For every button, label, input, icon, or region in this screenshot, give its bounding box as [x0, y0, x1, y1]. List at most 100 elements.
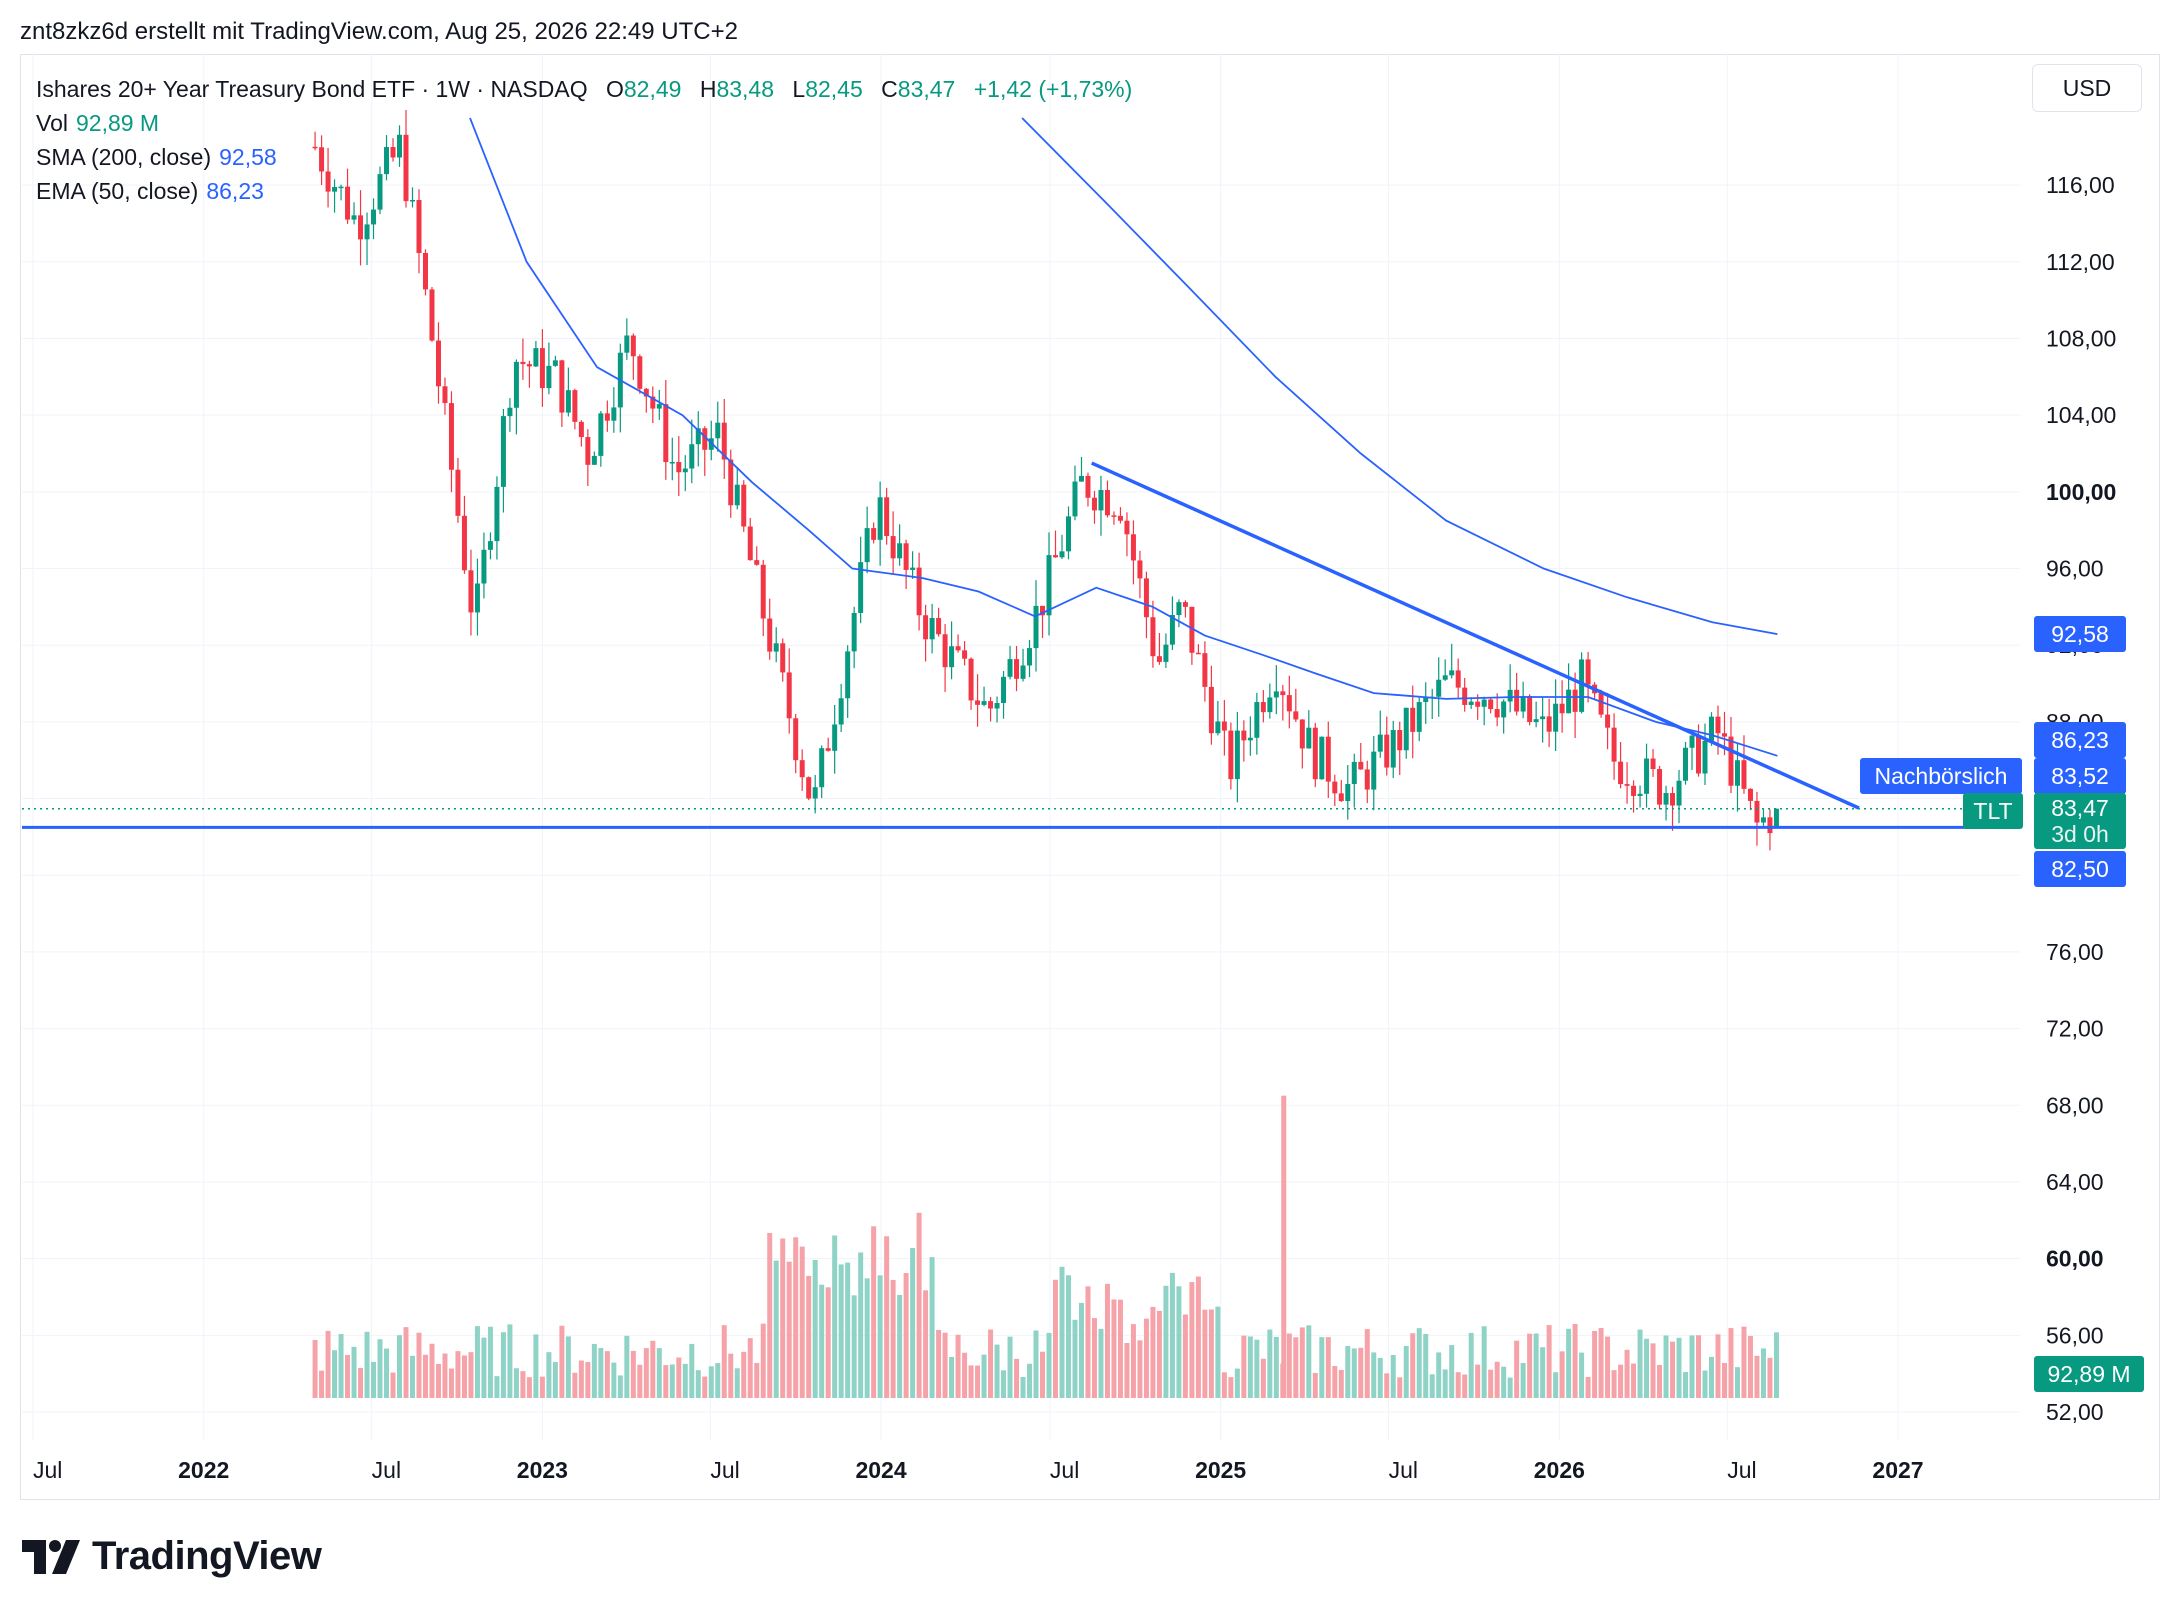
candle-body [1618, 761, 1624, 785]
volume-tag: 92,89 M [2034, 1356, 2144, 1392]
candle-body [1345, 783, 1351, 802]
currency-button[interactable]: USD [2032, 64, 2142, 112]
volume-bar [1702, 1370, 1708, 1398]
candle-body [1299, 719, 1305, 749]
volume-bar [799, 1246, 805, 1398]
candle-body [747, 526, 753, 561]
candle-body [1657, 769, 1663, 805]
candle-body [923, 615, 929, 640]
volume-bar [968, 1365, 974, 1398]
x-tick-label: 2023 [517, 1457, 568, 1483]
volume-bar [371, 1361, 377, 1398]
candle-body [910, 567, 916, 570]
legend-ema-row[interactable]: EMA (50, close) 86,23 [36, 178, 264, 205]
candle-body [624, 335, 630, 353]
volume-bar [1468, 1332, 1474, 1398]
volume-bar [1767, 1357, 1773, 1398]
volume-bar [1715, 1334, 1721, 1398]
volume-bar [832, 1235, 838, 1398]
volume-bar [1351, 1348, 1357, 1398]
candle-body [1338, 793, 1344, 802]
x-tick-label: 2025 [1195, 1457, 1246, 1483]
candle-body [364, 224, 370, 240]
candle-body [1040, 605, 1046, 616]
y-tick-label: 64,00 [2046, 1169, 2104, 1195]
volume-bar [682, 1363, 688, 1398]
volume-bar [845, 1262, 851, 1398]
candle-body [1358, 761, 1364, 770]
last-price-tag: 83,47 3d 0h [2034, 793, 2126, 849]
volume-bar [864, 1278, 870, 1398]
x-tick-label: 2026 [1534, 1457, 1585, 1483]
candle-body [358, 215, 364, 240]
ema-value: 86,23 [206, 178, 264, 204]
candle-body [1644, 758, 1650, 794]
volume-bar [1683, 1372, 1689, 1398]
chart-frame[interactable] [20, 54, 2160, 1500]
sma-200-line [1021, 117, 1778, 635]
candle-body [338, 186, 344, 189]
volume-bar [565, 1336, 571, 1398]
volume-bar [728, 1353, 734, 1398]
candle-body [1494, 709, 1500, 718]
candle-body [1637, 793, 1643, 796]
legend-volume-row[interactable]: Vol 92,89 M [36, 110, 159, 137]
volume-bar [650, 1340, 656, 1398]
legend-sma-row[interactable]: SMA (200, close) 92,58 [36, 144, 277, 171]
candle-body [663, 404, 669, 463]
volume-bar [851, 1295, 857, 1398]
tradingview-logo[interactable]: TradingView [22, 1534, 322, 1579]
y-tick-label: 104,00 [2046, 402, 2116, 428]
candle-body [1689, 735, 1695, 748]
candle-body [1072, 481, 1078, 517]
candle-body [345, 186, 351, 220]
volume-bar [578, 1360, 584, 1398]
x-tick-label: Jul [1050, 1457, 1079, 1483]
candle-body [1189, 606, 1195, 653]
candle-body [1650, 758, 1656, 770]
volume-bar [539, 1376, 545, 1398]
candle-body [728, 459, 734, 506]
candle-body [1397, 730, 1403, 751]
volume-bar [494, 1376, 500, 1398]
volume-bar [1338, 1369, 1344, 1398]
volume-bar [949, 1356, 955, 1398]
volume-bar [1618, 1364, 1624, 1398]
volume-bar [422, 1354, 428, 1398]
volume-label: Vol [36, 110, 68, 136]
candle-body [637, 356, 643, 389]
candle-body [1078, 475, 1084, 482]
post-market-price-tag: 83,52 [2034, 758, 2126, 794]
open-value: 82,49 [623, 76, 682, 102]
volume-bar [936, 1330, 942, 1398]
volume-bar [1208, 1309, 1214, 1398]
volume-bar [754, 1362, 760, 1398]
candle-body [1273, 691, 1279, 698]
candle-body [1027, 648, 1033, 666]
candle-body [1553, 703, 1559, 732]
candle-body [1403, 707, 1409, 751]
candle-body [1598, 693, 1604, 715]
candle-body [1741, 760, 1747, 789]
volume-spike-bar [1281, 1095, 1287, 1398]
y-tick-label: 116,00 [2046, 172, 2115, 198]
volume-bar [1001, 1370, 1007, 1398]
y-tick-label: 108,00 [2046, 325, 2116, 351]
candle-body [1033, 605, 1039, 649]
x-tick-label: Jul [1389, 1457, 1418, 1483]
volume-bar [806, 1275, 812, 1398]
time-axis[interactable]: Jul 2022 Jul 2023 Jul 2024 Jul 2025 Jul 2026 Jul 20… [33, 1457, 1924, 1483]
candle-body [565, 390, 571, 413]
volume-bar [1247, 1336, 1253, 1398]
candle-body [845, 651, 851, 699]
x-tick-label: 2022 [178, 1457, 229, 1483]
candle-body [1754, 800, 1760, 823]
volume-bar [552, 1361, 558, 1398]
volume-bar [643, 1348, 649, 1398]
candle-body [916, 567, 922, 616]
candle-body [1566, 689, 1572, 714]
low-value: 82,45 [805, 76, 863, 102]
volume-bar [916, 1212, 922, 1398]
candle-body [604, 413, 610, 421]
